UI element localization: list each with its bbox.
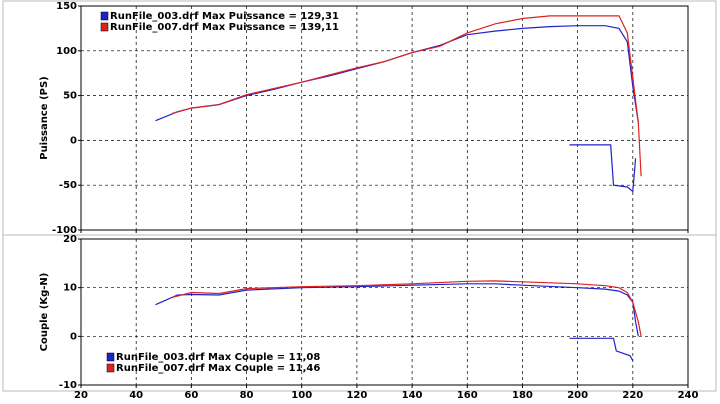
y-axis-title: Puissance (PS) bbox=[39, 76, 50, 160]
x-tick-label: 180 bbox=[512, 390, 533, 401]
legend-swatch bbox=[100, 11, 109, 21]
plot-area bbox=[80, 238, 689, 386]
x-tick-label: 140 bbox=[402, 390, 423, 401]
y-tick-label: 0 bbox=[70, 135, 77, 146]
x-tick-label: 20 bbox=[74, 390, 88, 401]
x-tick-label: 100 bbox=[291, 390, 312, 401]
panel-frame bbox=[2, 234, 717, 392]
legend-label: RunFile_007.drf Max Couple = 11,46 bbox=[116, 363, 320, 374]
x-tick-label: 80 bbox=[240, 390, 254, 401]
legend-label: RunFile_003.drf Max Couple = 11,08 bbox=[116, 352, 320, 363]
y-axis-title: Couple (Kg-N) bbox=[39, 273, 50, 352]
y-tick-label: 50 bbox=[63, 91, 77, 102]
legend-swatch bbox=[100, 22, 109, 32]
x-tick-label: 240 bbox=[678, 390, 699, 401]
x-tick-label: 220 bbox=[622, 390, 643, 401]
y-tick-label: 100 bbox=[56, 46, 77, 57]
plot-area bbox=[80, 5, 689, 231]
legend-label: RunFile_007.drf Max Puissance = 139,11 bbox=[110, 22, 339, 33]
series-line bbox=[155, 283, 639, 361]
x-tick-label: 120 bbox=[346, 390, 367, 401]
legend-swatch bbox=[106, 363, 115, 373]
y-tick-label: 0 bbox=[70, 331, 77, 342]
y-tick-label: -50 bbox=[59, 180, 77, 191]
legend-swatch bbox=[106, 352, 115, 362]
y-tick-label: -100 bbox=[52, 225, 77, 236]
y-tick-label: 20 bbox=[63, 234, 77, 245]
series-line bbox=[171, 15, 642, 177]
x-tick-label: 60 bbox=[184, 390, 198, 401]
y-tick-label: 150 bbox=[56, 1, 77, 12]
series-line bbox=[171, 280, 642, 337]
y-tick-label: -10 bbox=[59, 380, 77, 391]
x-tick-label: 200 bbox=[567, 390, 588, 401]
x-tick-label: 40 bbox=[129, 390, 143, 401]
y-tick-label: 10 bbox=[63, 283, 77, 294]
legend-label: RunFile_003.drf Max Puissance = 129,31 bbox=[110, 11, 339, 22]
x-tick-label: 160 bbox=[457, 390, 478, 401]
